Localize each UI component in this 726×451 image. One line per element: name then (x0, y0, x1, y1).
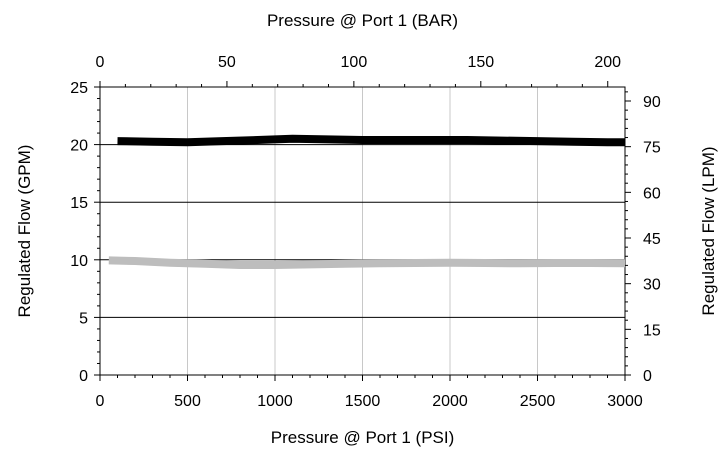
y-tick-label: 15 (70, 195, 88, 212)
y2-tick-label: 15 (643, 322, 661, 339)
y2-tick-label: 45 (643, 231, 661, 248)
x-axis-title-bottom: Pressure @ Port 1 (PSI) (271, 428, 455, 447)
x2-tick-label: 0 (96, 54, 105, 71)
x2-tick-label: 150 (467, 54, 494, 71)
x2-tick-label: 200 (594, 54, 621, 71)
x2-tick-label: 100 (341, 54, 368, 71)
x2-tick-label: 50 (218, 54, 236, 71)
y-tick-label: 10 (70, 253, 88, 270)
y-axis-title-left: Regulated Flow (GPM) (15, 145, 34, 318)
x-tick-label: 3000 (607, 393, 643, 410)
y2-tick-label: 60 (643, 185, 661, 202)
series-layer (108, 134, 626, 269)
x-axis-title-top: Pressure @ Port 1 (BAR) (267, 11, 458, 30)
x-tick-label: 2500 (520, 393, 556, 410)
y2-tick-label: 30 (643, 277, 661, 294)
x-tick-label: 1500 (345, 393, 381, 410)
ticks-layer (94, 81, 631, 381)
flow-series-line-upper (117, 134, 625, 147)
y-tick-label: 5 (79, 310, 88, 327)
x-tick-label: 1000 (257, 393, 293, 410)
grid-layer (100, 87, 625, 375)
y2-tick-label: 0 (643, 368, 652, 385)
y2-tick-label: 75 (643, 140, 661, 157)
y2-tick-label: 90 (643, 94, 661, 111)
x-tick-label: 2000 (432, 393, 468, 410)
y-tick-label: 0 (79, 368, 88, 385)
y-tick-label: 25 (70, 80, 88, 97)
y-tick-label: 20 (70, 138, 88, 155)
y-axis-title-right: Regulated Flow (LPM) (699, 146, 718, 315)
flow-series-line-lower (108, 256, 626, 269)
x-tick-label: 500 (174, 393, 201, 410)
x-tick-label: 0 (96, 393, 105, 410)
